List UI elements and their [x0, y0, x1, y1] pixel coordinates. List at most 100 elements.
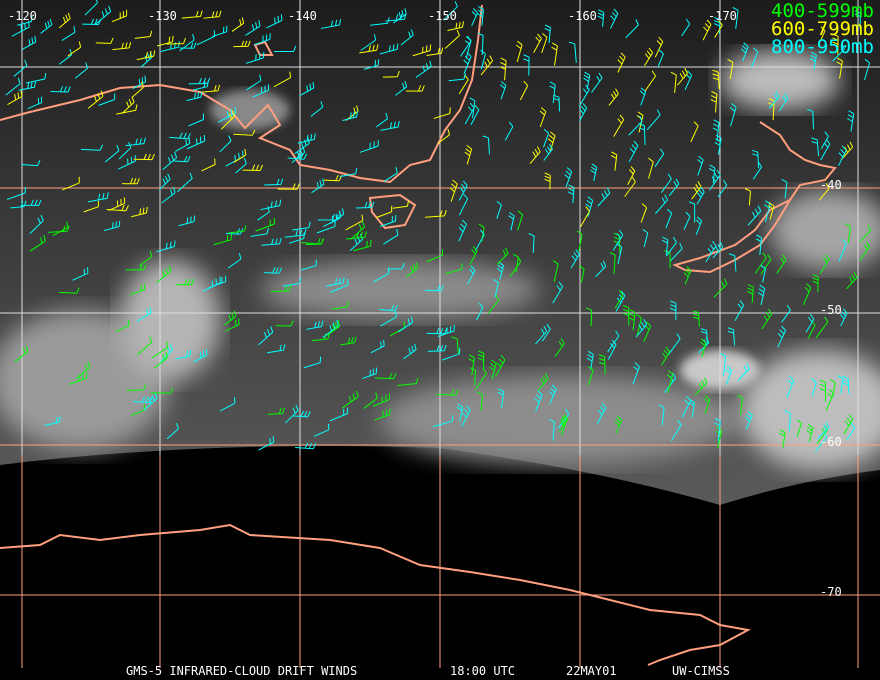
wind-barb: [644, 47, 654, 67]
wind-barb: [548, 419, 555, 441]
wind-barb: [597, 9, 605, 27]
wind-barb: [82, 18, 102, 25]
wind-barb: [87, 90, 104, 109]
wind-barb: [104, 144, 120, 163]
wind-barb: [132, 75, 147, 90]
wind-barb: [811, 378, 817, 397]
wind-barb: [260, 199, 282, 211]
wind-barb: [224, 310, 237, 326]
wind-barb: [363, 59, 380, 70]
wind-barb: [84, 0, 99, 16]
wind-barb: [745, 410, 753, 430]
wind-barb: [424, 284, 444, 292]
legend-600-799mb: 600-799mb: [771, 18, 874, 40]
wind-barb: [713, 278, 728, 298]
wind-barb: [179, 42, 197, 49]
wind-barb: [131, 206, 148, 218]
wind-barb: [480, 55, 494, 76]
wind-barb: [231, 17, 245, 32]
wind-barb: [504, 121, 514, 141]
wind-barb: [607, 339, 617, 360]
wind-barb: [477, 391, 484, 412]
wind-barb: [768, 98, 775, 121]
wind-barb: [755, 234, 763, 255]
wind-barb: [628, 140, 639, 163]
wind-barb: [699, 338, 707, 358]
wind-barb: [818, 26, 826, 45]
wind-barb: [143, 392, 158, 411]
wind-barb: [374, 408, 391, 421]
wind-barb: [427, 344, 447, 352]
wind-barb: [461, 405, 471, 427]
wind-barb: [220, 110, 236, 130]
wind-barb: [140, 51, 153, 68]
wind-barb: [557, 408, 570, 429]
wind-barb: [115, 319, 130, 333]
wind-barb: [235, 157, 247, 174]
wind-barb: [193, 348, 208, 363]
wind-barb: [583, 71, 591, 90]
wind-barb: [744, 188, 751, 206]
wind-barb: [379, 304, 399, 312]
latitude-label: -50: [820, 303, 842, 317]
wind-barb: [219, 397, 236, 412]
wind-barb: [80, 144, 104, 151]
wind-barb: [547, 131, 556, 152]
wind-barb: [734, 300, 745, 322]
wind-barb: [670, 300, 677, 320]
wind-barb: [266, 14, 283, 29]
wind-barb: [729, 103, 737, 127]
wind-barb: [499, 57, 507, 81]
wind-barb: [467, 265, 476, 285]
wind-barb: [781, 304, 791, 323]
wind-barb: [784, 410, 791, 431]
wind-barb: [495, 354, 506, 377]
wind-barb: [691, 181, 702, 200]
wind-barb: [819, 254, 830, 275]
wind-barb: [295, 442, 317, 450]
wind-barb: [406, 262, 419, 278]
wind-barb: [740, 42, 749, 62]
wind-barb: [108, 197, 126, 211]
wind-barb: [642, 228, 649, 248]
wind-barb: [747, 284, 754, 303]
wind-barb: [339, 167, 358, 178]
longitude-label: -170: [708, 9, 737, 23]
wind-barb: [329, 407, 349, 422]
wind-barb: [29, 235, 46, 252]
wind-barb: [48, 225, 70, 233]
wind-barb: [537, 373, 549, 391]
wind-barb: [837, 375, 844, 394]
wind-barb: [712, 119, 720, 141]
wind-barb: [129, 283, 146, 296]
wind-barb: [13, 59, 28, 77]
wind-barb: [705, 240, 717, 263]
wind-barb: [702, 19, 712, 41]
wind-barb: [374, 372, 397, 380]
wind-barb: [529, 146, 541, 165]
wind-barb: [655, 194, 668, 214]
wind-barb: [87, 192, 109, 203]
wind-barb: [840, 141, 854, 160]
wind-barb: [846, 271, 858, 290]
wind-barb: [477, 32, 484, 56]
wind-barb: [554, 338, 565, 357]
wind-barb: [353, 240, 372, 252]
wind-barb: [543, 143, 553, 161]
wind-barb: [489, 359, 497, 380]
wind-barb: [25, 73, 47, 84]
wind-barb: [387, 262, 405, 270]
wind-barb: [475, 368, 487, 391]
wind-barb: [477, 350, 485, 370]
wind-barb: [166, 37, 186, 45]
wind-barb: [499, 81, 507, 100]
wind-barb: [727, 327, 736, 346]
wind-barb: [578, 265, 585, 283]
wind-barb: [688, 201, 696, 223]
wind-barb: [136, 306, 152, 322]
wind-barb: [670, 242, 683, 262]
wind-barb: [628, 309, 636, 331]
wind-barb: [609, 252, 616, 275]
wind-barb: [844, 223, 851, 243]
wind-barb: [612, 229, 624, 251]
